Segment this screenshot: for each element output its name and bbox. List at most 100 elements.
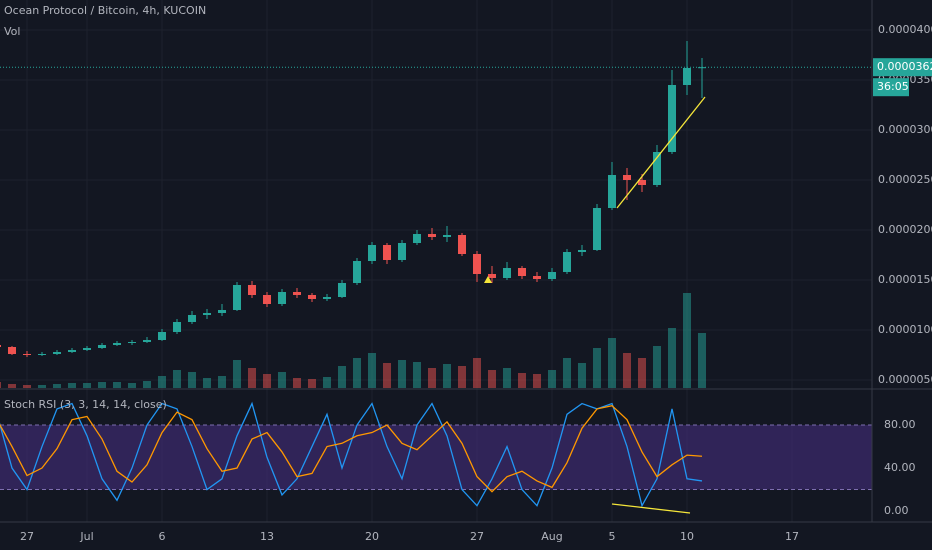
- stoch-line: [0, 404, 703, 493]
- volume-bar: [233, 360, 241, 388]
- volume-bar: [368, 353, 376, 388]
- candle-body: [218, 310, 226, 313]
- candle-body: [548, 272, 556, 279]
- volume-bar: [143, 381, 151, 388]
- volume-bar: [383, 363, 391, 388]
- candle-body: [203, 313, 211, 315]
- candle-body: [608, 175, 616, 208]
- candle-body: [368, 245, 376, 261]
- candle-body: [668, 85, 676, 152]
- indicator-title: Stoch RSI (3, 3, 14, 14, close): [4, 398, 167, 411]
- candle-body: [278, 292, 286, 304]
- volume-bar: [173, 370, 181, 388]
- volume-label: Vol: [4, 25, 20, 38]
- candle-body: [623, 175, 631, 180]
- volume-bar: [563, 358, 571, 388]
- candle-body: [173, 322, 181, 332]
- y-tick-label: 40.00: [884, 461, 916, 474]
- x-tick-label: 13: [260, 530, 274, 543]
- candle-body: [413, 234, 421, 243]
- volume-bar: [38, 385, 46, 388]
- candle-body: [683, 68, 691, 85]
- candle-body: [488, 274, 496, 278]
- candle-body: [98, 345, 106, 348]
- candle-body: [638, 180, 646, 185]
- volume-bar: [323, 377, 331, 388]
- volume-bar: [533, 374, 541, 388]
- y-tick-label: 0.00002000: [878, 223, 932, 236]
- trend-line: [611, 503, 691, 514]
- candle-body: [473, 254, 481, 274]
- candle-body: [0, 345, 1, 347]
- last-price-label: 0.00003628: [877, 60, 932, 73]
- candle-body: [338, 283, 346, 297]
- volume-bar: [8, 384, 16, 388]
- stoch-line: [0, 401, 703, 508]
- volume-bar: [488, 370, 496, 388]
- candle-body: [503, 268, 511, 278]
- y-tick-label: 0.00: [884, 504, 909, 517]
- volume-bar: [518, 373, 526, 388]
- volume-bar: [623, 353, 631, 388]
- volume-bar: [473, 358, 481, 388]
- candle-body: [293, 292, 301, 295]
- y-tick-label: 0.00000500: [878, 373, 932, 386]
- volume-bar: [83, 383, 91, 388]
- candle-body: [83, 348, 91, 350]
- candle-body: [593, 208, 601, 250]
- volume-bar: [113, 382, 121, 388]
- volume-bar: [338, 366, 346, 388]
- volume-bar: [638, 358, 646, 388]
- y-tick-label: 80.00: [884, 418, 916, 431]
- volume-bar: [503, 368, 511, 388]
- volume-bar: [68, 383, 76, 388]
- volume-bar: [293, 378, 301, 388]
- volume-bar: [353, 358, 361, 388]
- candle-body: [68, 350, 76, 352]
- volume-bar: [203, 378, 211, 388]
- volume-bar: [23, 385, 31, 388]
- candle-body: [443, 235, 451, 237]
- candle-body: [353, 261, 361, 283]
- countdown-label: 36:05: [877, 80, 909, 93]
- volume-bar: [608, 338, 616, 388]
- candle-body: [53, 352, 61, 354]
- last-price-box: [873, 58, 932, 77]
- volume-bar: [188, 372, 196, 388]
- y-tick-label: 0.00001000: [878, 323, 932, 336]
- candle-body: [248, 285, 256, 295]
- candle-body: [113, 343, 121, 345]
- volume-bar: [413, 362, 421, 388]
- volume-bar: [458, 366, 466, 388]
- x-tick-label: 27: [470, 530, 484, 543]
- marks: [0, 41, 872, 508]
- chart-title: Ocean Protocol / Bitcoin, 4h, KUCOIN: [4, 4, 206, 17]
- signal-marker: [484, 276, 492, 283]
- volume-bar: [158, 376, 166, 388]
- candle-body: [563, 252, 571, 272]
- volume-bar: [308, 379, 316, 388]
- candle-body: [578, 250, 586, 252]
- candle-body: [533, 276, 541, 279]
- x-tick-label: 17: [785, 530, 799, 543]
- x-tick-label: Aug: [541, 530, 562, 543]
- candle-body: [308, 295, 316, 299]
- volume-bar: [0, 382, 1, 388]
- y-tick-label: 0.00004000: [878, 23, 932, 36]
- x-tick-label: 5: [609, 530, 616, 543]
- y-tick-label: 0.00002500: [878, 173, 932, 186]
- candle-body: [263, 295, 271, 304]
- x-tick-label: 6: [159, 530, 166, 543]
- candle-body: [158, 332, 166, 340]
- volume-bar: [548, 370, 556, 388]
- candle-body: [188, 315, 196, 322]
- volume-bar: [98, 382, 106, 388]
- volume-bar: [53, 384, 61, 388]
- candle-body: [23, 354, 31, 355]
- volume-bar: [278, 372, 286, 388]
- candle-body: [653, 152, 661, 185]
- candle-body: [323, 297, 331, 299]
- candle-body: [428, 234, 436, 237]
- candle-body: [458, 235, 466, 254]
